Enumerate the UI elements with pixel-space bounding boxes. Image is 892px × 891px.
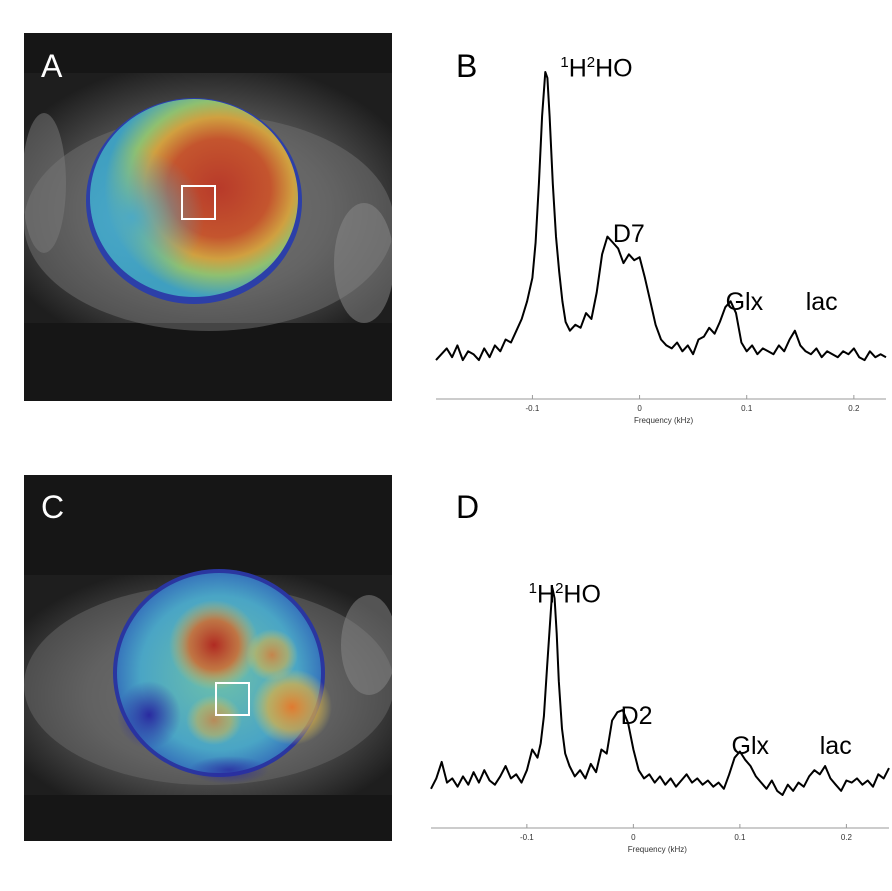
x-tick-label: -0.1	[520, 833, 534, 842]
peak-label-glx: Glx	[725, 288, 764, 316]
peak-label-sup: 1	[560, 54, 569, 71]
peak-label-text: H	[568, 54, 587, 83]
peak-label-sup: 2	[555, 580, 564, 597]
x-tick-label: 0.1	[741, 404, 753, 413]
peak-label-d7: D7	[612, 220, 645, 248]
peak-label-lac: lac	[805, 288, 838, 316]
x-tick-label: 0	[631, 833, 636, 842]
peak-label-sup: 2	[586, 54, 596, 71]
peak-label-water: 1H2HO	[560, 54, 632, 83]
peak-label-text: H	[537, 580, 556, 609]
spectrum-line	[430, 587, 890, 796]
x-tick-label: 0.2	[848, 404, 860, 413]
peak-label-water: 1H2HO	[529, 580, 601, 609]
spectrum-chart-b: -0.1 0 0.1 0.2 Frequency (kHz) 1H2HO D7 Glx lac	[435, 54, 887, 440]
peak-label-lac: lac	[819, 732, 852, 760]
peak-label-text: HO	[595, 54, 633, 83]
mri-image-a	[24, 33, 392, 401]
x-axis-label: Frequency (kHz)	[628, 845, 687, 854]
spectrum-plot-b: -0.1 0 0.1 0.2 Frequency (kHz)	[435, 71, 887, 425]
spectrum-plot-d: -0.1 0 0.1 0.2 Frequency (kHz)	[430, 587, 890, 854]
panel-label-b: B	[456, 48, 478, 84]
peak-label-sup: 1	[528, 580, 538, 597]
x-tick-label: -0.1	[526, 404, 540, 413]
x-axis-label: Frequency (kHz)	[634, 416, 693, 425]
peak-label-d2: D2	[620, 702, 653, 730]
x-tick-label: 0	[637, 404, 642, 413]
x-tick-label: 0.2	[841, 833, 853, 842]
peak-label-text: HO	[563, 580, 601, 609]
peak-label-glx: Glx	[731, 732, 770, 760]
spectrum-chart-d: -0.1 0 0.1 0.2 Frequency (kHz) 1H2HO D2 Glx lac	[430, 580, 890, 880]
spectrum-line	[435, 71, 887, 362]
panel-label-d: D	[456, 489, 480, 525]
panel-label-a: A	[41, 48, 63, 84]
x-tick-label: 0.1	[734, 833, 746, 842]
mri-image-c	[24, 475, 392, 841]
panel-label-c: C	[41, 489, 65, 525]
